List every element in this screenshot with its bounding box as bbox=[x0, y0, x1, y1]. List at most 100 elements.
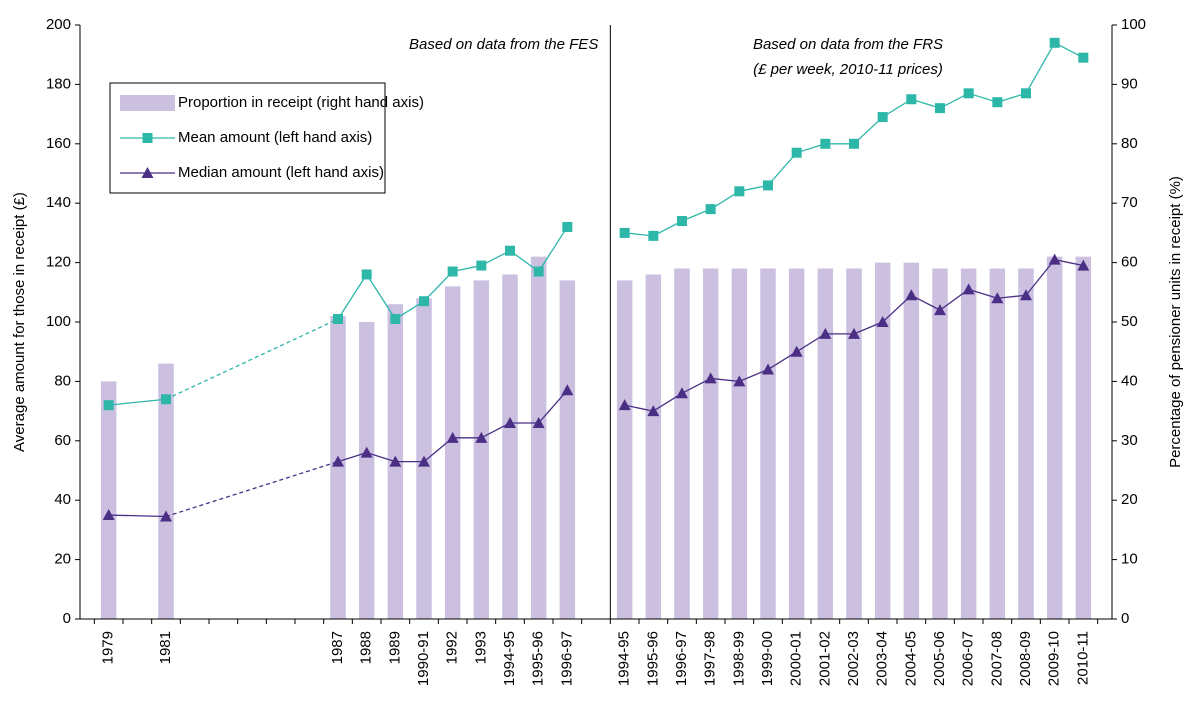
line-segment bbox=[624, 404, 654, 412]
y-tick-label: 20 bbox=[54, 551, 71, 568]
line-segment bbox=[968, 288, 998, 299]
bar bbox=[1018, 268, 1034, 619]
y-tick-label: 80 bbox=[54, 372, 71, 389]
marker bbox=[504, 416, 516, 428]
line-segment bbox=[337, 452, 367, 463]
marker bbox=[704, 372, 717, 384]
marker bbox=[848, 327, 860, 339]
y2-tick-label: 60 bbox=[1121, 254, 1138, 271]
bar bbox=[932, 268, 948, 619]
bar bbox=[788, 268, 805, 619]
legend-label: Mean amount (left hand axis) bbox=[178, 129, 372, 146]
x-tick-label: 1999-00 bbox=[759, 631, 776, 686]
line-segment bbox=[997, 294, 1027, 299]
x-tick-label: 2000-01 bbox=[788, 631, 805, 686]
marker bbox=[906, 94, 917, 105]
marker bbox=[446, 431, 459, 443]
x-tick-label: 1989 bbox=[386, 631, 403, 664]
bar bbox=[989, 268, 1006, 619]
x-tick-label: 1987 bbox=[329, 631, 346, 664]
y2-tick-label: 70 bbox=[1121, 194, 1138, 211]
marker bbox=[820, 138, 831, 149]
x-tick-label: 1993 bbox=[472, 631, 489, 664]
line-segment bbox=[165, 318, 339, 400]
x-tick-label: 1996-97 bbox=[558, 631, 575, 686]
marker bbox=[790, 345, 803, 357]
bar bbox=[530, 256, 547, 619]
marker bbox=[963, 88, 974, 99]
x-tick-label: 2007-08 bbox=[988, 631, 1005, 686]
marker bbox=[905, 289, 918, 301]
bar bbox=[158, 363, 174, 619]
marker bbox=[648, 230, 659, 241]
y2-tick-label: 20 bbox=[1121, 491, 1138, 508]
marker bbox=[419, 296, 429, 307]
y2-tick-label: 40 bbox=[1121, 372, 1138, 389]
marker bbox=[389, 455, 402, 467]
y2-tick-label: 80 bbox=[1121, 135, 1138, 152]
y2-axis-title: Percentage of pensioner units in receipt… bbox=[1167, 176, 1184, 468]
marker bbox=[161, 394, 171, 405]
marker bbox=[447, 266, 458, 277]
bar bbox=[731, 268, 748, 619]
x-tick-label: 1990-91 bbox=[415, 631, 432, 686]
bar bbox=[1046, 256, 1063, 619]
marker bbox=[734, 186, 745, 197]
y2-tick-label: 10 bbox=[1121, 551, 1138, 568]
line-segment bbox=[911, 294, 941, 311]
marker bbox=[733, 375, 746, 387]
marker bbox=[992, 97, 1003, 108]
x-tick-label: 2008-09 bbox=[1017, 631, 1034, 686]
marker bbox=[877, 112, 888, 123]
marker bbox=[1077, 259, 1090, 271]
y-tick-label: 120 bbox=[46, 254, 71, 271]
bar bbox=[702, 268, 719, 619]
y-tick-label: 60 bbox=[54, 432, 71, 449]
line-segment bbox=[1025, 259, 1056, 296]
line-segment bbox=[108, 514, 167, 518]
line-segment bbox=[681, 377, 711, 394]
y2-tick-label: 90 bbox=[1121, 75, 1138, 92]
legend-label: Median amount (left hand axis) bbox=[178, 164, 384, 181]
y-tick-label: 180 bbox=[46, 75, 71, 92]
x-tick-label: 1988 bbox=[358, 631, 375, 664]
marker bbox=[561, 384, 574, 396]
marker bbox=[103, 400, 114, 411]
line-segment bbox=[538, 226, 568, 272]
marker bbox=[1049, 37, 1060, 48]
line-segment bbox=[1054, 258, 1084, 267]
y-tick-label: 0 bbox=[63, 610, 71, 627]
bar bbox=[960, 268, 977, 619]
bar bbox=[473, 280, 490, 619]
x-tick-label: 1995-96 bbox=[530, 631, 547, 686]
marker bbox=[333, 314, 343, 325]
marker bbox=[562, 221, 573, 232]
bar bbox=[645, 274, 662, 619]
bar bbox=[502, 274, 518, 619]
marker bbox=[619, 227, 630, 238]
marker bbox=[618, 399, 631, 411]
bar bbox=[874, 262, 891, 619]
marker bbox=[991, 292, 1004, 304]
marker bbox=[762, 363, 774, 375]
legend: Proportion in receipt (right hand axis) M… bbox=[109, 82, 424, 194]
marker bbox=[361, 269, 372, 280]
bar bbox=[444, 286, 461, 619]
x-tick-label: 1994-95 bbox=[616, 631, 633, 686]
marker bbox=[763, 180, 773, 191]
legend-swatch bbox=[120, 95, 175, 111]
marker bbox=[676, 387, 688, 399]
marker bbox=[142, 133, 153, 143]
marker bbox=[1021, 88, 1031, 99]
line-segment bbox=[853, 321, 883, 335]
marker bbox=[1048, 253, 1061, 265]
bar bbox=[760, 268, 776, 619]
marker bbox=[390, 314, 401, 325]
legend-label: Proportion in receipt (right hand axis) bbox=[178, 94, 424, 111]
y2-tick-label: 0 bbox=[1121, 610, 1129, 627]
marker bbox=[102, 509, 115, 521]
y2-tick-label: 30 bbox=[1121, 432, 1138, 449]
x-tick-label: 2003-04 bbox=[874, 631, 891, 686]
y2-tick-label: 100 bbox=[1121, 16, 1146, 33]
line-segment bbox=[1025, 42, 1056, 94]
